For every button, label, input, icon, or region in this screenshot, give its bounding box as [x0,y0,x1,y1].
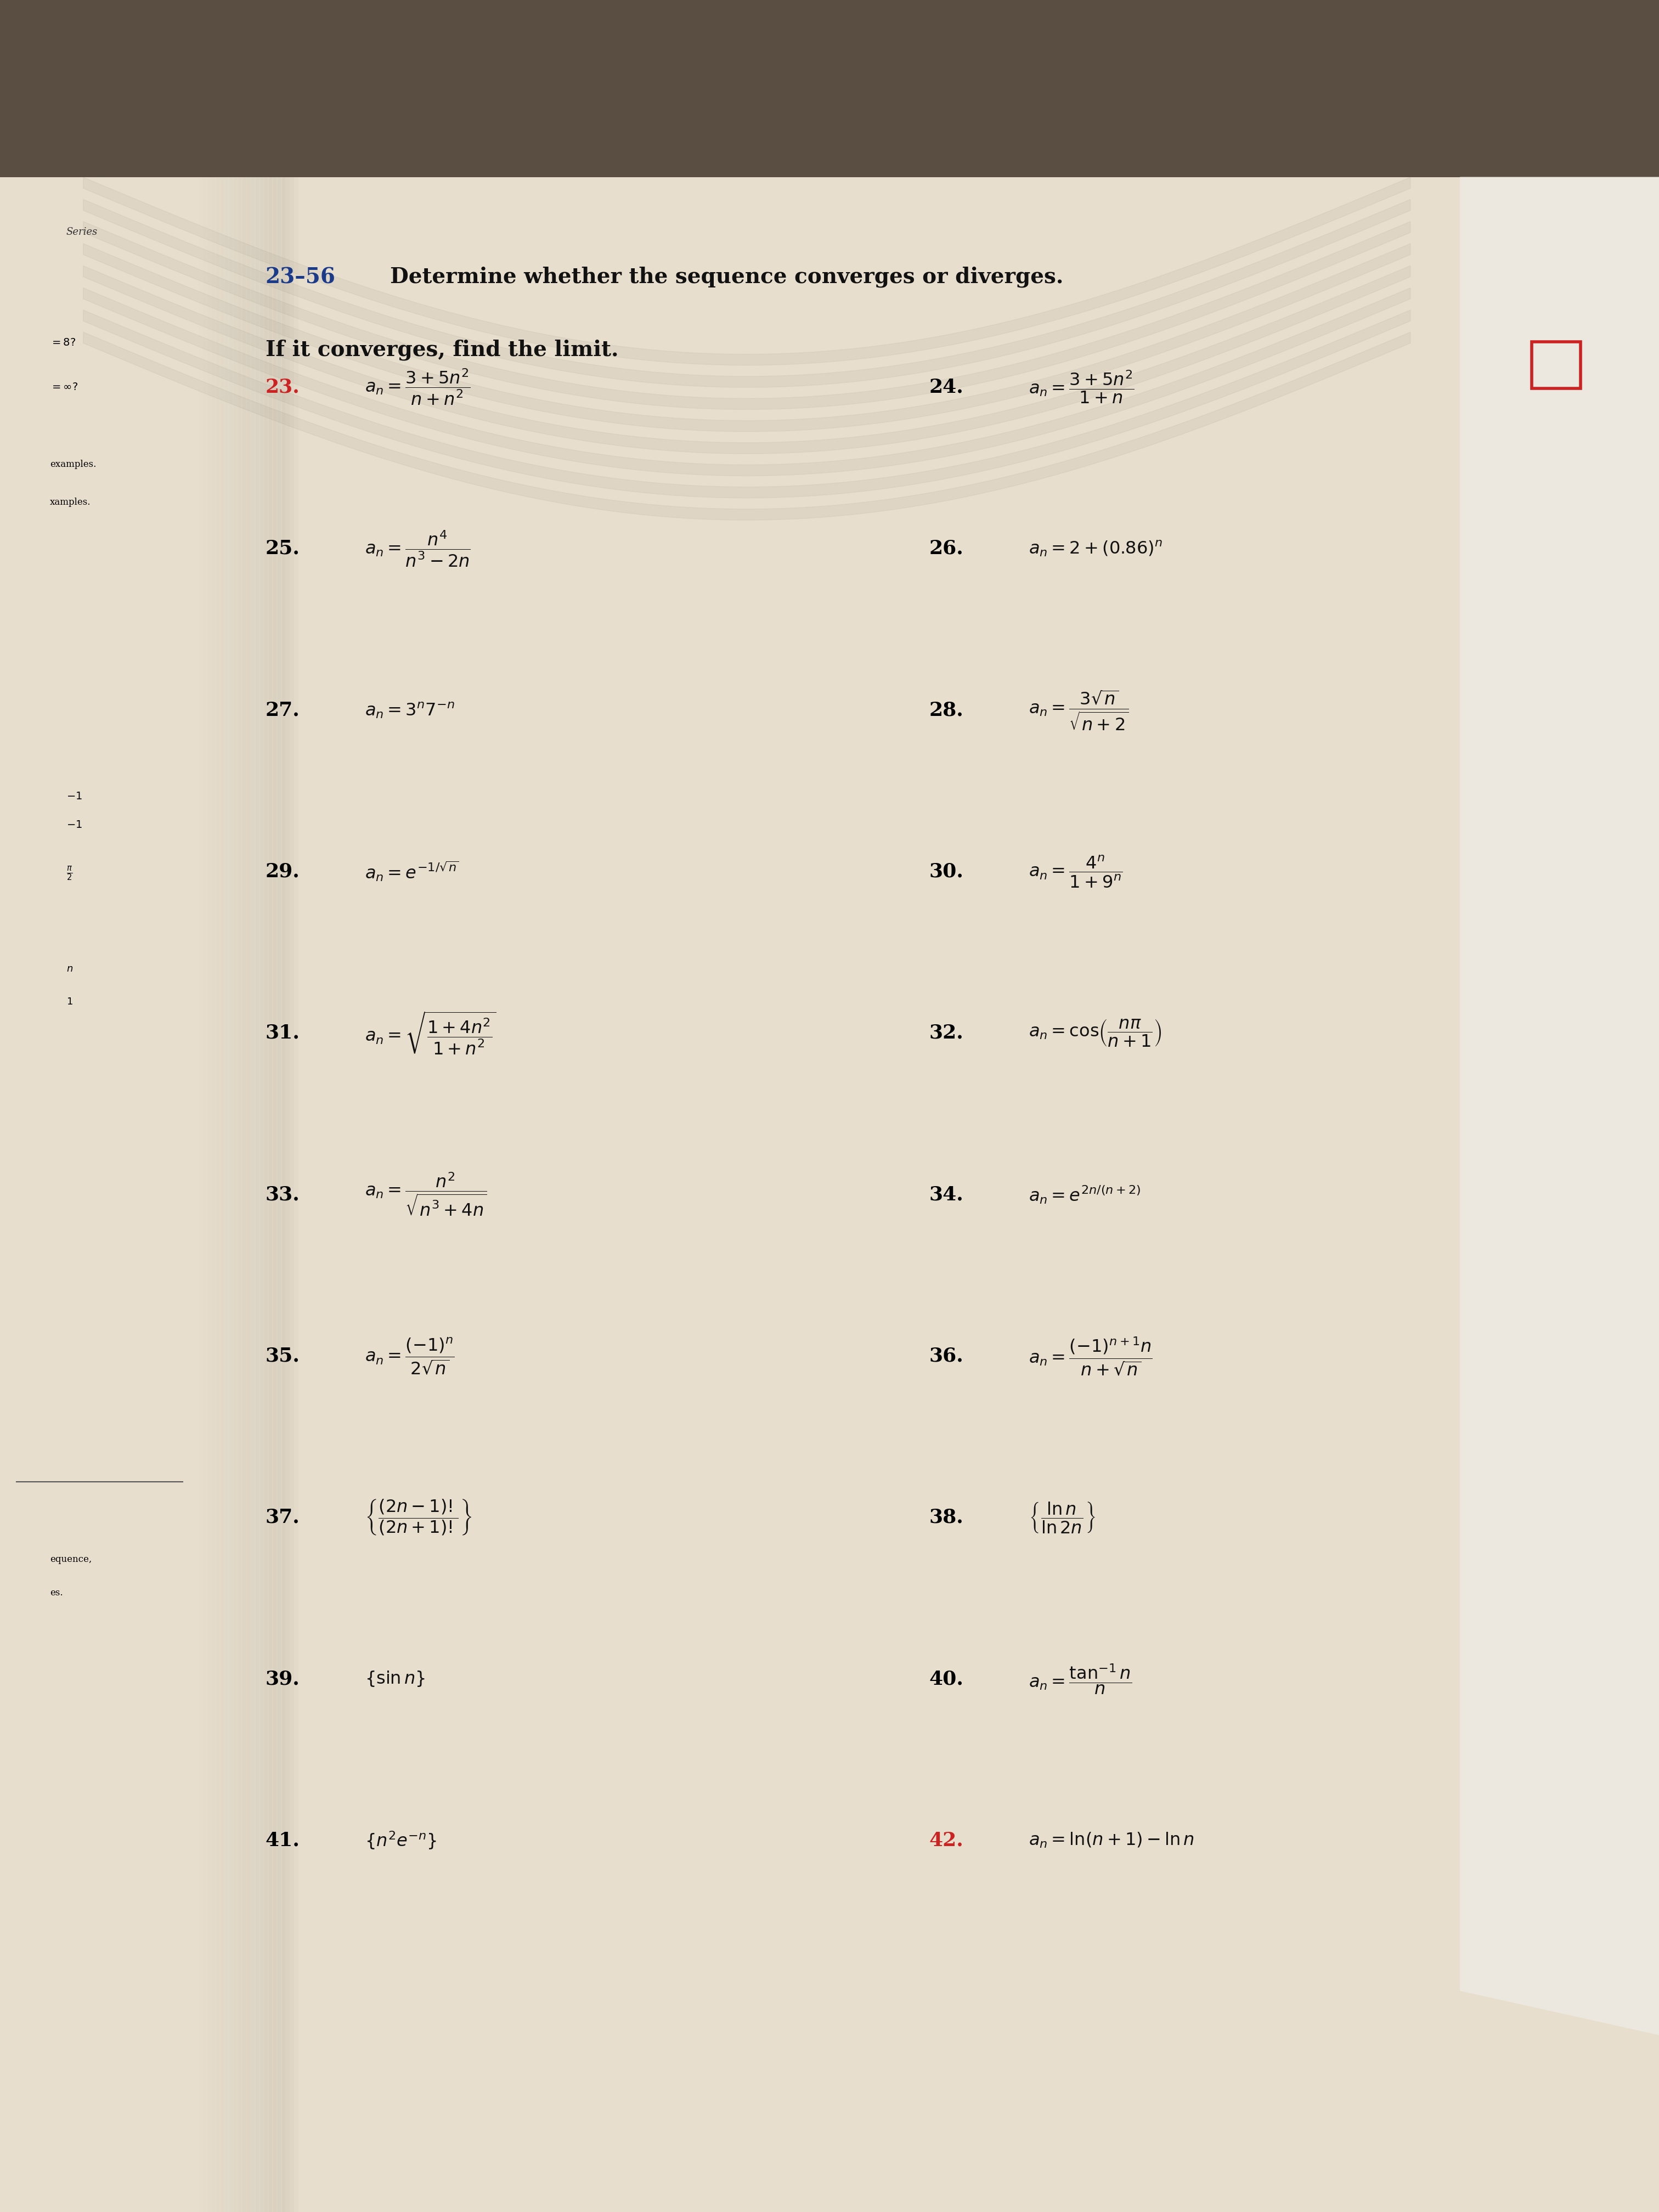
Text: $\{\sin n\}$: $\{\sin n\}$ [365,1670,425,1688]
Polygon shape [1460,177,1659,2035]
Text: $1$: $1$ [66,998,73,1006]
Text: 25.: 25. [265,540,300,557]
Text: $a_n = \sqrt{\dfrac{1 + 4n^2}{1 + n^2}}$: $a_n = \sqrt{\dfrac{1 + 4n^2}{1 + n^2}}$ [365,1011,496,1055]
Text: 33.: 33. [265,1186,300,1203]
Text: xamples.: xamples. [50,498,91,507]
Text: $\{n^2 e^{-n}\}$: $\{n^2 e^{-n}\}$ [365,1829,436,1851]
Text: $a_n = \dfrac{(-1)^{n+1}n}{n + \sqrt{n}}$: $a_n = \dfrac{(-1)^{n+1}n}{n + \sqrt{n}}… [1029,1336,1153,1376]
Text: Series: Series [66,228,98,237]
Text: 23–56: 23–56 [265,268,335,288]
Polygon shape [0,0,1659,177]
Text: es.: es. [50,1588,63,1597]
Text: 42.: 42. [929,1832,964,1849]
Polygon shape [0,177,1659,2212]
Text: $\left\{\dfrac{(2n-1)!}{(2n+1)!}\right\}$: $\left\{\dfrac{(2n-1)!}{(2n+1)!}\right\}… [365,1498,473,1537]
Text: 24.: 24. [929,378,964,396]
Text: equence,: equence, [50,1555,91,1564]
Text: 28.: 28. [929,701,964,719]
Text: $a_n = 3^n 7^{-n}$: $a_n = 3^n 7^{-n}$ [365,701,455,719]
Text: 27.: 27. [265,701,300,719]
Text: $= 8?$: $= 8?$ [50,338,76,347]
Text: 35.: 35. [265,1347,300,1365]
Text: 34.: 34. [929,1186,964,1203]
Text: 38.: 38. [929,1509,964,1526]
Text: $\frac{\pi}{2}$: $\frac{\pi}{2}$ [66,865,73,883]
Text: 41.: 41. [265,1832,300,1849]
Text: $a_n = \dfrac{3 + 5n^2}{1 + n}$: $a_n = \dfrac{3 + 5n^2}{1 + n}$ [1029,369,1135,405]
Text: $a_n = \dfrac{4^n}{1 + 9^n}$: $a_n = \dfrac{4^n}{1 + 9^n}$ [1029,854,1123,889]
Text: $-1$: $-1$ [66,821,83,830]
Text: 31.: 31. [265,1024,300,1042]
Text: $a_n = \dfrac{3 + 5n^2}{n + n^2}$: $a_n = \dfrac{3 + 5n^2}{n + n^2}$ [365,367,471,407]
Text: 36.: 36. [929,1347,964,1365]
Text: $\left\{\dfrac{\ln n}{\ln 2n}\right\}$: $\left\{\dfrac{\ln n}{\ln 2n}\right\}$ [1029,1500,1095,1535]
Text: 40.: 40. [929,1670,964,1688]
Text: 26.: 26. [929,540,964,557]
Text: $a_n = e^{2n/(n+2)}$: $a_n = e^{2n/(n+2)}$ [1029,1183,1141,1206]
Text: 37.: 37. [265,1509,300,1526]
Text: $a_n = \dfrac{\tan^{-1}n}{n}$: $a_n = \dfrac{\tan^{-1}n}{n}$ [1029,1661,1131,1697]
Text: $a_n = \dfrac{n^4}{n^3 - 2n}$: $a_n = \dfrac{n^4}{n^3 - 2n}$ [365,529,471,568]
Text: 39.: 39. [265,1670,300,1688]
Text: $a_n = \dfrac{3\sqrt{n}}{\sqrt{n+2}}$: $a_n = \dfrac{3\sqrt{n}}{\sqrt{n+2}}$ [1029,688,1128,732]
Text: $a_n = \cos\!\left(\dfrac{n\pi}{n+1}\right)$: $a_n = \cos\!\left(\dfrac{n\pi}{n+1}\rig… [1029,1018,1161,1048]
Text: Determine whether the sequence converges or diverges.: Determine whether the sequence converges… [390,265,1063,288]
Text: $a_n = \dfrac{(-1)^n}{2\sqrt{n}}$: $a_n = \dfrac{(-1)^n}{2\sqrt{n}}$ [365,1336,455,1376]
Text: If it converges, find the limit.: If it converges, find the limit. [265,338,619,361]
Text: $= \infty?$: $= \infty?$ [50,383,78,392]
Text: 29.: 29. [265,863,300,880]
Text: $n$: $n$ [66,964,73,973]
Text: $a_n = \ln(n+1) - \ln n$: $a_n = \ln(n+1) - \ln n$ [1029,1832,1194,1849]
Text: $a_n = e^{-1/\sqrt{n}}$: $a_n = e^{-1/\sqrt{n}}$ [365,860,460,883]
Text: examples.: examples. [50,460,96,469]
Text: 30.: 30. [929,863,964,880]
Text: 23.: 23. [265,378,300,396]
Text: $a_n = 2 + (0.86)^n$: $a_n = 2 + (0.86)^n$ [1029,540,1163,557]
Text: 32.: 32. [929,1024,964,1042]
Text: $a_n = \dfrac{n^2}{\sqrt{n^3 + 4n}}$: $a_n = \dfrac{n^2}{\sqrt{n^3 + 4n}}$ [365,1172,488,1217]
Text: $-1$: $-1$ [66,792,83,801]
